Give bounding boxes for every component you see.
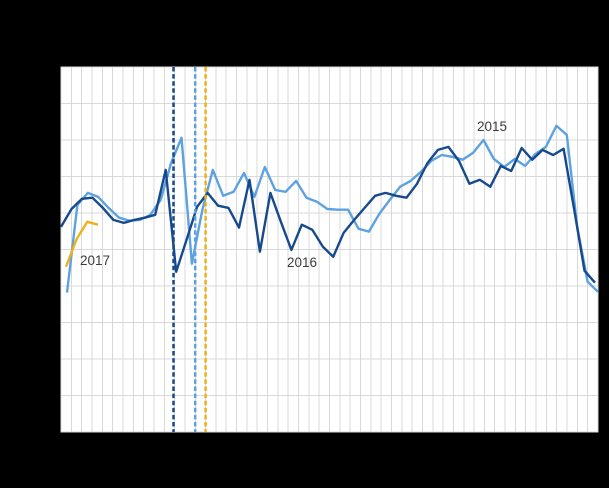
series-label-2015: 2015 xyxy=(477,119,508,134)
series-label-2017: 2017 xyxy=(80,253,111,268)
series-label-2016: 2016 xyxy=(287,255,318,270)
